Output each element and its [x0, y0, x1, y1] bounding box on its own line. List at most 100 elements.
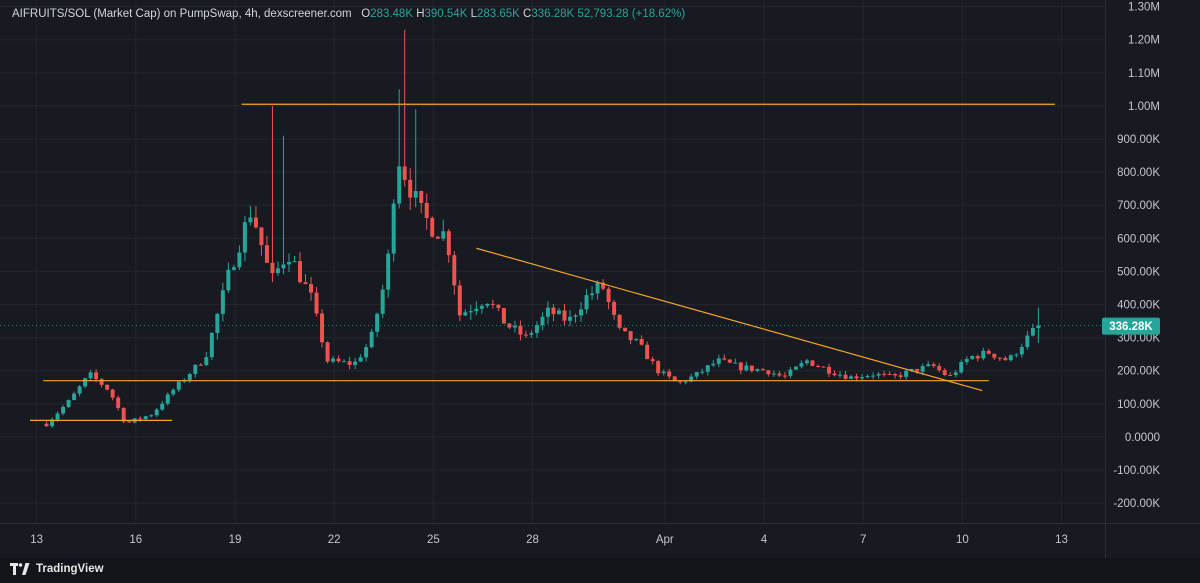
candle-body	[391, 203, 396, 254]
candle-body	[986, 350, 991, 354]
candle-body	[468, 311, 473, 313]
candle-body	[606, 288, 611, 303]
candle-body	[496, 304, 501, 309]
candle-body	[623, 327, 628, 332]
candle-body	[997, 357, 1002, 359]
candle-body	[127, 421, 132, 423]
candle-body	[353, 361, 358, 365]
candle-body	[523, 334, 528, 336]
candle-body	[347, 361, 352, 365]
candle-body	[457, 285, 462, 316]
candle-body	[474, 308, 479, 312]
last-price-badge	[1102, 317, 1160, 335]
candle-body	[176, 381, 181, 390]
candle-body	[237, 252, 242, 268]
change-value: 52,793.28 (+18.62%)	[577, 8, 686, 20]
candle-body	[860, 377, 865, 379]
candle-body	[634, 339, 639, 341]
candle-body	[898, 375, 903, 377]
candle-body	[551, 307, 556, 315]
candle-body	[287, 261, 291, 265]
candle-body	[854, 376, 859, 379]
candle-body	[711, 363, 716, 366]
candle-body	[303, 282, 308, 285]
candle-body	[342, 361, 347, 363]
candle-body	[215, 313, 220, 333]
candle-body	[601, 282, 606, 289]
candle-body	[650, 359, 655, 362]
candle-body	[893, 373, 898, 376]
candle-body	[843, 374, 848, 379]
y-tick-label: 0.0000	[1125, 432, 1160, 444]
candle-body	[1036, 325, 1041, 329]
candle-body	[121, 407, 126, 422]
y-tick-label: 700.00K	[1117, 200, 1160, 212]
candle-body	[463, 312, 468, 316]
brand-name: TradingView	[36, 563, 104, 575]
candle-body	[733, 362, 738, 364]
candle-body	[981, 350, 986, 359]
y-tick-label: 100.00K	[1117, 399, 1160, 411]
candle-body	[231, 267, 236, 270]
y-tick-label: -100.00K	[1113, 465, 1160, 477]
y-tick-label: -200.00K	[1113, 498, 1160, 510]
candle-body	[904, 370, 909, 377]
candles	[44, 29, 1041, 428]
y-tick-label: 1.00M	[1128, 101, 1160, 113]
candle-body	[369, 331, 374, 348]
candle-body	[430, 217, 435, 237]
candle-body	[187, 374, 192, 380]
candle-body	[485, 303, 490, 306]
candle-body	[435, 236, 440, 239]
last-price-label: 336.28K	[1109, 321, 1153, 333]
candle-body	[424, 202, 429, 218]
tradingview-logo-icon	[10, 563, 30, 575]
candle-body	[849, 376, 854, 379]
low-value: 283.65K	[476, 8, 520, 20]
candle-body	[50, 419, 55, 427]
candle-body	[160, 403, 165, 410]
candle-body	[397, 166, 402, 204]
candle-body	[876, 373, 881, 376]
candle-body	[628, 331, 633, 341]
y-tick-label: 1.10M	[1128, 68, 1160, 80]
candle-body	[1030, 328, 1035, 336]
price-chart[interactable]: 1.30M 1.20M 1.10M 1.00M 900.00K 800.00K 700.00…	[0, 0, 1200, 558]
candle-body	[364, 347, 369, 358]
x-tick-label: Apr	[656, 534, 674, 546]
candle-body	[336, 358, 341, 362]
candle-body	[66, 400, 71, 407]
candle-body	[264, 245, 269, 263]
candle-body	[920, 366, 925, 372]
candle-body	[970, 356, 975, 359]
x-tick-label: 25	[427, 534, 440, 546]
candle-body	[755, 369, 760, 371]
trendline-line	[476, 247, 983, 392]
candle-body	[937, 366, 942, 371]
close-label: C	[523, 8, 532, 20]
x-tick-label: 13	[30, 534, 43, 546]
candle-body	[320, 313, 325, 343]
y-tick-label: 200.00K	[1117, 366, 1160, 378]
candle-body	[253, 217, 258, 228]
candle-body	[83, 378, 88, 387]
candle-body	[882, 373, 887, 375]
candle-body	[909, 368, 914, 371]
x-tick-label: 19	[229, 534, 242, 546]
candle-body	[529, 332, 534, 335]
tradingview-brand[interactable]: TradingView	[10, 563, 104, 575]
candle-body	[61, 406, 66, 414]
x-tick-label: 16	[129, 534, 142, 546]
candle-body	[72, 393, 77, 401]
close-value: 336.28K	[531, 8, 575, 20]
candle-body	[479, 305, 484, 309]
candle-body	[948, 374, 953, 376]
y-tick-label: 900.00K	[1117, 134, 1160, 146]
candle-body	[727, 359, 732, 363]
candle-body	[77, 386, 82, 394]
candle-body	[964, 358, 969, 363]
candle-body	[220, 290, 225, 314]
candle-body	[204, 357, 209, 366]
candle-body	[314, 292, 319, 314]
candle-body	[1025, 335, 1030, 348]
